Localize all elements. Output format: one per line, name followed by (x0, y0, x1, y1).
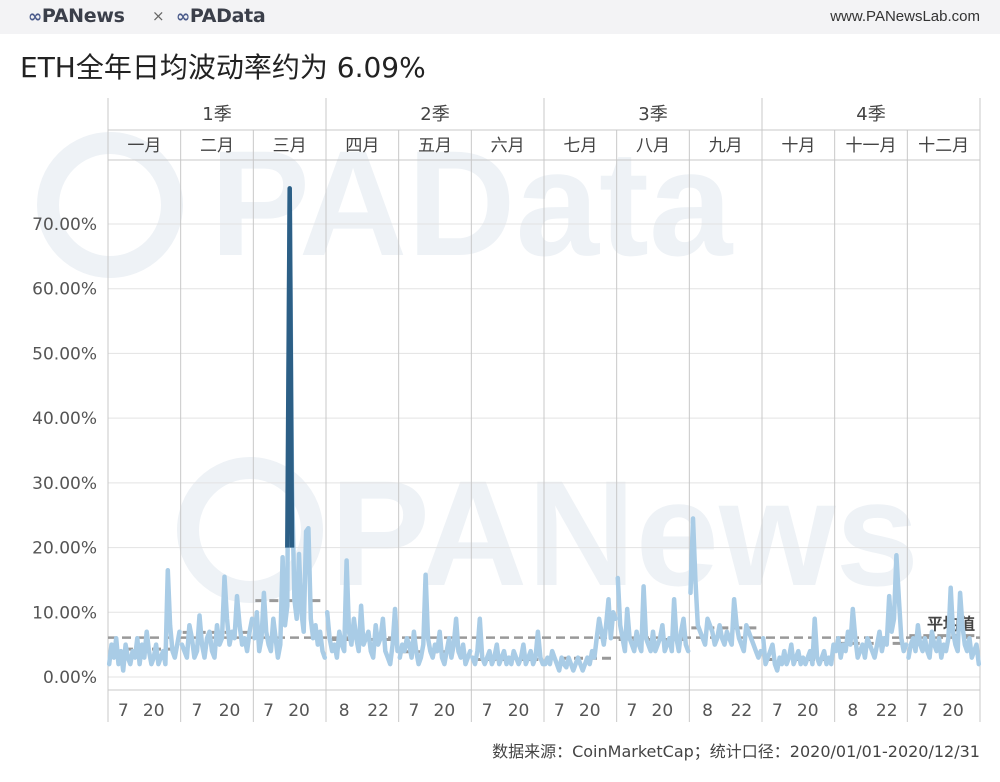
volatility-series-line (615, 575, 691, 654)
panews-logo: ∞PANews (28, 5, 125, 27)
month-label: 六月 (491, 136, 525, 156)
watermark-panews: PANews (330, 449, 919, 617)
x-tick-label: 7 (263, 701, 274, 721)
logo-separator: × (152, 7, 165, 25)
quarter-label: 2季 (420, 104, 449, 125)
month-label: 三月 (273, 136, 307, 156)
month-label: 九月 (709, 136, 743, 156)
x-tick-label: 20 (652, 701, 674, 721)
x-tick-label: 7 (408, 701, 419, 721)
panews-logo-text: PANews (41, 5, 125, 27)
site-url[interactable]: www.PANewsLab.com (830, 8, 980, 25)
month-label: 四月 (345, 136, 379, 156)
x-tick-label: 20 (797, 701, 819, 721)
month-label: 十一月 (846, 136, 897, 156)
y-tick-label: 10.00% (32, 603, 97, 623)
month-label: 七月 (563, 136, 597, 156)
padata-logo-text: PAData (189, 5, 266, 27)
volatility-series-line (906, 585, 982, 667)
quarter-label: 3季 (638, 104, 667, 125)
x-tick-label: 22 (731, 701, 753, 721)
volatility-series-line (542, 597, 618, 673)
x-tick-label: 7 (917, 701, 928, 721)
x-tick-label: 8 (847, 701, 858, 721)
volatility-series-line (106, 567, 182, 673)
x-tick-label: 20 (508, 701, 530, 721)
padata-logo-icon: ∞ (176, 7, 190, 27)
chart-title: ETH全年日均波动率约为 6.09% (20, 51, 426, 84)
x-tick-label: 20 (942, 701, 964, 721)
panews-logo-icon: ∞ (28, 7, 42, 27)
quarter-label: 1季 (202, 104, 231, 125)
y-tick-label: 60.00% (32, 280, 97, 300)
x-tick-label: 20 (219, 701, 241, 721)
y-tick-label: 0.00% (43, 668, 97, 688)
x-tick-label: 7 (118, 701, 129, 721)
month-label: 二月 (200, 136, 234, 156)
volatility-series-line (397, 572, 473, 667)
volatility-series-line (324, 558, 400, 667)
month-label: 五月 (418, 136, 452, 156)
x-tick-label: 7 (626, 701, 637, 721)
data-source-note: 数据来源：CoinMarketCap；统计口径：2020/01/01-2020/… (492, 742, 980, 761)
volatility-series-line (688, 516, 764, 660)
watermark-padata: PAData (210, 119, 734, 287)
y-tick-label: 30.00% (32, 474, 97, 494)
x-tick-label: 22 (367, 701, 389, 721)
month-label: 一月 (127, 136, 161, 156)
x-tick-label: 7 (772, 701, 783, 721)
x-tick-label: 8 (339, 701, 350, 721)
month-label: 十月 (781, 136, 815, 156)
x-tick-label: 20 (579, 701, 601, 721)
x-tick-label: 7 (192, 701, 203, 721)
x-tick-label: 20 (434, 701, 456, 721)
month-label: 十二月 (918, 136, 969, 156)
month-label: 八月 (636, 136, 670, 156)
volatility-series-line (833, 553, 909, 660)
volatility-series-line (760, 616, 836, 673)
x-tick-label: 7 (554, 701, 565, 721)
volatility-series-line (470, 616, 546, 667)
x-tick-label: 20 (288, 701, 310, 721)
top-bar: ∞PANews × ∞PAData www.PANewsLab.com (0, 0, 1000, 34)
y-tick-label: 70.00% (32, 215, 97, 235)
x-tick-label: 20 (143, 701, 165, 721)
padata-logo: ∞PAData (176, 5, 266, 27)
y-tick-label: 40.00% (32, 409, 97, 429)
watermark-logo-icon (177, 457, 323, 603)
y-tick-label: 20.00% (32, 539, 97, 559)
y-tick-label: 50.00% (32, 344, 97, 364)
x-tick-label: 22 (876, 701, 898, 721)
volatility-spike (285, 186, 295, 548)
volatility-series-line (179, 574, 255, 660)
x-tick-label: 8 (702, 701, 713, 721)
quarter-label: 4季 (856, 104, 885, 125)
watermark-logo-icon (37, 132, 183, 278)
x-tick-label: 7 (482, 701, 493, 721)
